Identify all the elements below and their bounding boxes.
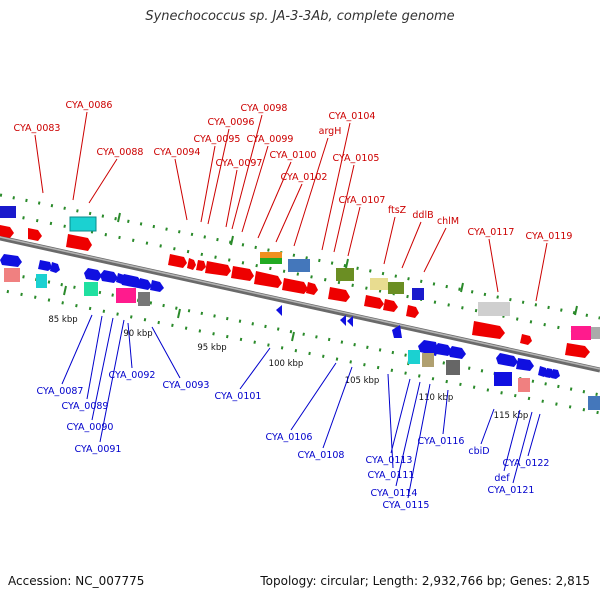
top-leader-cya-0098: [231, 114, 263, 230]
topology-summary: Topology: circular; Length: 2,932,766 bp…: [260, 574, 590, 588]
top-leader-cya-0102: [275, 183, 303, 243]
bottom-leader-cya-0116: [442, 389, 449, 435]
top-leader-cya-0097: [225, 169, 238, 228]
bottom-leader-cya-0087: [61, 314, 93, 385]
top-leader-cya-0100: [257, 161, 292, 239]
top-gene-label-cya-0083: CYA_0083: [14, 123, 61, 134]
scale-label-90-kbp: 90 kbp: [123, 329, 152, 339]
bottom-gene-label-cya-0108: CYA_0108: [298, 450, 345, 461]
accession-label: Accession: NC_007775: [8, 574, 145, 588]
bottom-gene-label-cya-0111: CYA_0111: [368, 470, 415, 481]
top-leader-cya-0086: [72, 111, 88, 201]
top-gene-label-ftsz: ftsZ: [388, 205, 407, 216]
scale-label-95-kbp: 95 kbp: [197, 343, 226, 353]
top-gene-label-cya-0094: CYA_0094: [154, 147, 201, 158]
forward-genes: [0, 225, 590, 358]
top-gene-label-cya-0096: CYA_0096: [208, 117, 255, 128]
bottom-leader-cya-0113: [390, 378, 411, 454]
top-gene-label-cya-0100: CYA_0100: [270, 150, 317, 161]
reverse-other-features: [4, 268, 530, 392]
genome-backbone: [0, 235, 600, 373]
top-gene-label-cya-0098: CYA_0098: [241, 103, 288, 114]
bottom-leader-cya-0092: [127, 322, 133, 369]
bottom-gene-label-cya-0089: CYA_0089: [62, 401, 109, 412]
top-leader-cya-0099: [241, 145, 269, 233]
top-leader-cya-0095: [200, 145, 216, 223]
bottom-gene-label-cya-0114: CYA_0114: [371, 488, 418, 499]
scale-label-105-kbp: 105 kbp: [345, 376, 380, 386]
bottom-leader-cya-0122: [527, 413, 541, 457]
top-gene-label-cya-0105: CYA_0105: [333, 153, 380, 164]
bottom-leader-cya-0101: [239, 347, 271, 390]
bottom-gene-label-cya-0116: CYA_0116: [418, 436, 465, 447]
gene-labels: CYA_0083 CYA_0086 CYA_0088 CYA_0094 CYA_0095…: [14, 100, 573, 511]
reverse-genes: [0, 254, 600, 410]
bottom-gene-label-cya-0090: CYA_0090: [67, 422, 114, 433]
top-gene-label-chlm: chlM: [437, 216, 459, 227]
inner-track-bottom: [0, 270, 600, 397]
scale-label-85-kbp: 85 kbp: [48, 315, 77, 325]
top-leader-cya-0107: [347, 206, 361, 257]
bottom-gene-label-cbid: cbiD: [468, 446, 489, 457]
bottom-gene-label-cya-0087: CYA_0087: [37, 386, 84, 397]
top-gene-label-cya-0119: CYA_0119: [526, 231, 573, 242]
top-leader-ftsz: [383, 216, 396, 265]
bottom-gene-label-cya-0121: CYA_0121: [488, 485, 535, 496]
scale-labels: 85 kbp 90 kbp 95 kbp 100 kbp 105 kbp 110 kbp 1…: [48, 315, 528, 421]
top-gene-label-cya-0088: CYA_0088: [97, 147, 144, 158]
top-gene-label-cya-0104: CYA_0104: [329, 111, 376, 122]
bottom-gene-label-cya-0101: CYA_0101: [215, 391, 262, 402]
bottom-leader-cbid: [480, 408, 495, 445]
scale-label-115-kbp: 115 kbp: [494, 411, 529, 421]
top-gene-label-cya-0095: CYA_0095: [194, 134, 241, 145]
top-gene-label-cya-0102: CYA_0102: [281, 172, 328, 183]
top-leader-chlm: [423, 227, 447, 273]
scale-label-110-kbp: 110 kbp: [419, 393, 454, 403]
bottom-leader-cya-0089: [86, 315, 103, 400]
top-gene-label-cya-0097: CYA_0097: [216, 158, 263, 169]
bottom-gene-label-def: def: [494, 473, 510, 484]
top-leader-cya-0104: [321, 122, 351, 251]
bottom-gene-label-cya-0091: CYA_0091: [75, 444, 122, 455]
bottom-gene-label-cya-0093: CYA_0093: [163, 380, 210, 391]
bottom-gene-label-cya-0092: CYA_0092: [109, 370, 156, 381]
genome-backbone-highlight: [0, 236, 600, 370]
top-gene-label-ddlb: ddlB: [412, 210, 433, 221]
top-leader-cya-0088: [88, 158, 118, 204]
other-features: [0, 206, 600, 340]
top-leader-cya-0105: [333, 164, 355, 253]
bottom-gene-label-cya-0106: CYA_0106: [266, 432, 313, 443]
top-gene-label-cya-0117: CYA_0117: [468, 227, 515, 238]
bottom-leader-cya-0093: [151, 326, 181, 379]
top-gene-label-cya-0099: CYA_0099: [247, 134, 294, 145]
top-leader-ddlb: [401, 221, 422, 269]
bottom-leader-cya-0090: [91, 317, 114, 421]
bottom-leader-cya-0121: [512, 411, 533, 484]
bottom-leader-cya-0108: [322, 366, 353, 449]
top-leader-cya-0094: [174, 158, 188, 221]
top-gene-label-cya-0107: CYA_0107: [339, 195, 386, 206]
top-leader-cya-0117: [488, 238, 499, 293]
top-leader-cya-0096: [207, 128, 230, 225]
bottom-leader-cya-0111: [387, 373, 394, 469]
label-leader-lines: [34, 111, 548, 499]
bottom-gene-label-cya-0113: CYA_0113: [366, 455, 413, 466]
top-gene-label-argh: argH: [319, 126, 342, 137]
map-title: Synechococcus sp. JA-3-3Ab, complete gen…: [145, 9, 455, 24]
bottom-leader-cya-0115: [407, 383, 431, 499]
scale-label-100-kbp: 100 kbp: [269, 359, 304, 369]
bottom-leader-cya-0091: [99, 319, 125, 443]
bottom-gene-label-cya-0122: CYA_0122: [503, 458, 550, 469]
bottom-gene-label-cya-0115: CYA_0115: [383, 500, 430, 511]
top-gene-label-cya-0086: CYA_0086: [66, 100, 113, 111]
top-leader-argh: [293, 137, 329, 247]
bottom-leader-cya-0106: [290, 362, 337, 431]
top-leader-cya-0119: [535, 242, 548, 302]
top-leader-cya-0083: [34, 134, 44, 194]
bottom-leader-def: [503, 409, 521, 472]
bottom-leader-cya-0114: [395, 381, 421, 487]
